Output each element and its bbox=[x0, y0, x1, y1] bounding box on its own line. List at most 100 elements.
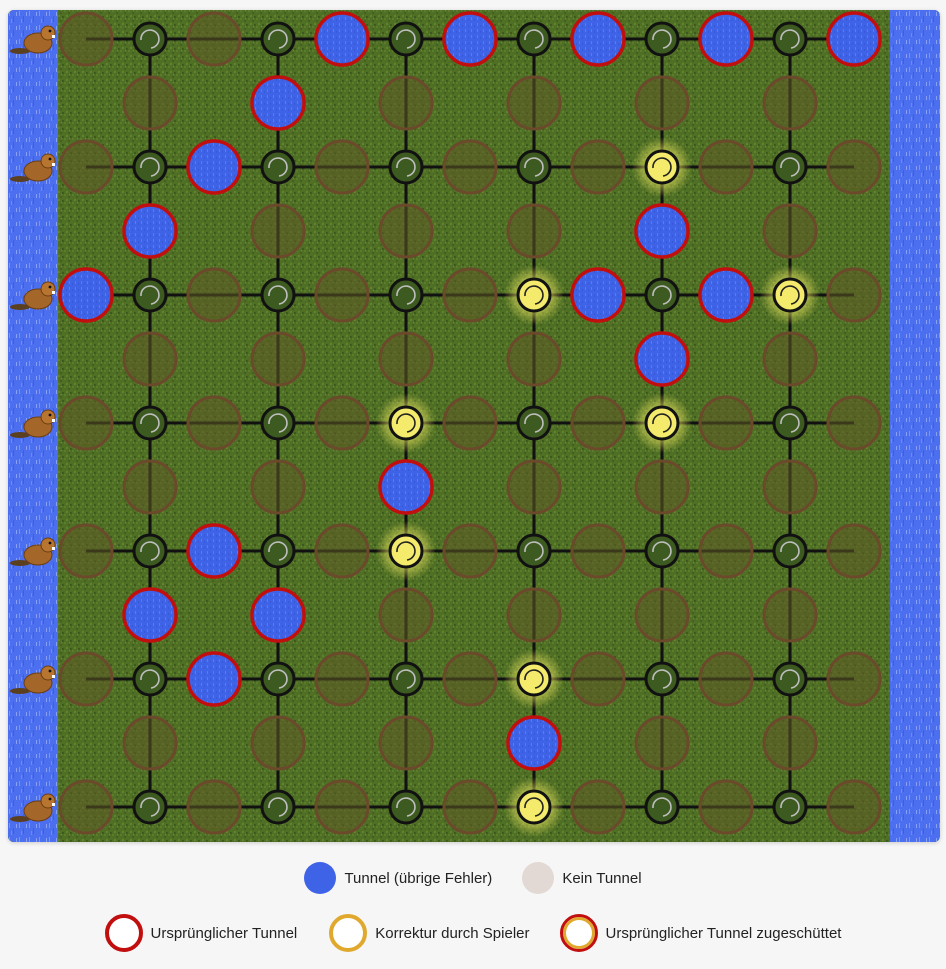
junction[interactable] bbox=[772, 661, 808, 697]
empty-cell[interactable] bbox=[762, 715, 818, 771]
tunnel-cell[interactable] bbox=[570, 11, 626, 67]
junction[interactable] bbox=[388, 661, 424, 697]
empty-cell[interactable] bbox=[698, 523, 754, 579]
tunnel-cell[interactable] bbox=[698, 267, 754, 323]
junction[interactable] bbox=[772, 789, 808, 825]
junction[interactable] bbox=[772, 21, 808, 57]
junction[interactable] bbox=[516, 405, 552, 441]
junction[interactable] bbox=[132, 149, 168, 185]
tunnel-cell[interactable] bbox=[634, 203, 690, 259]
empty-cell[interactable] bbox=[826, 779, 882, 835]
empty-cell[interactable] bbox=[634, 715, 690, 771]
junction[interactable] bbox=[772, 149, 808, 185]
junction[interactable] bbox=[260, 789, 296, 825]
empty-cell[interactable] bbox=[58, 11, 114, 67]
corrected-junction[interactable] bbox=[632, 393, 692, 453]
tunnel-cell[interactable] bbox=[698, 11, 754, 67]
empty-cell[interactable] bbox=[314, 651, 370, 707]
empty-cell[interactable] bbox=[58, 523, 114, 579]
empty-cell[interactable] bbox=[250, 331, 306, 387]
tunnel-cell[interactable] bbox=[442, 11, 498, 67]
empty-cell[interactable] bbox=[58, 395, 114, 451]
empty-cell[interactable] bbox=[506, 459, 562, 515]
empty-cell[interactable] bbox=[506, 75, 562, 131]
empty-cell[interactable] bbox=[634, 587, 690, 643]
empty-cell[interactable] bbox=[122, 459, 178, 515]
empty-cell[interactable] bbox=[378, 331, 434, 387]
empty-cell[interactable] bbox=[826, 267, 882, 323]
empty-cell[interactable] bbox=[186, 779, 242, 835]
junction[interactable] bbox=[388, 277, 424, 313]
junction[interactable] bbox=[644, 21, 680, 57]
empty-cell[interactable] bbox=[762, 459, 818, 515]
junction[interactable] bbox=[260, 405, 296, 441]
empty-cell[interactable] bbox=[250, 459, 306, 515]
tunnel-cell[interactable] bbox=[250, 587, 306, 643]
tunnel-cell[interactable] bbox=[378, 459, 434, 515]
empty-cell[interactable] bbox=[378, 587, 434, 643]
empty-cell[interactable] bbox=[634, 75, 690, 131]
empty-cell[interactable] bbox=[186, 395, 242, 451]
empty-cell[interactable] bbox=[186, 11, 242, 67]
empty-cell[interactable] bbox=[186, 267, 242, 323]
tunnel-cell[interactable] bbox=[186, 651, 242, 707]
empty-cell[interactable] bbox=[762, 331, 818, 387]
empty-cell[interactable] bbox=[58, 139, 114, 195]
empty-cell[interactable] bbox=[122, 75, 178, 131]
empty-cell[interactable] bbox=[570, 523, 626, 579]
empty-cell[interactable] bbox=[58, 651, 114, 707]
junction[interactable] bbox=[260, 661, 296, 697]
empty-cell[interactable] bbox=[378, 203, 434, 259]
empty-cell[interactable] bbox=[762, 203, 818, 259]
junction[interactable] bbox=[644, 533, 680, 569]
junction[interactable] bbox=[132, 789, 168, 825]
empty-cell[interactable] bbox=[378, 715, 434, 771]
empty-cell[interactable] bbox=[570, 139, 626, 195]
junction[interactable] bbox=[260, 21, 296, 57]
corrected-junction[interactable] bbox=[760, 265, 820, 325]
junction[interactable] bbox=[388, 149, 424, 185]
junction[interactable] bbox=[516, 21, 552, 57]
corrected-junction[interactable] bbox=[504, 777, 564, 837]
empty-cell[interactable] bbox=[698, 139, 754, 195]
empty-cell[interactable] bbox=[506, 331, 562, 387]
junction[interactable] bbox=[772, 533, 808, 569]
empty-cell[interactable] bbox=[762, 587, 818, 643]
tunnel-cell[interactable] bbox=[314, 11, 370, 67]
tunnel-cell[interactable] bbox=[506, 715, 562, 771]
empty-cell[interactable] bbox=[698, 651, 754, 707]
empty-cell[interactable] bbox=[58, 779, 114, 835]
junction[interactable] bbox=[388, 789, 424, 825]
tunnel-cell[interactable] bbox=[634, 331, 690, 387]
empty-cell[interactable] bbox=[314, 523, 370, 579]
junction[interactable] bbox=[132, 405, 168, 441]
empty-cell[interactable] bbox=[826, 139, 882, 195]
empty-cell[interactable] bbox=[314, 267, 370, 323]
empty-cell[interactable] bbox=[442, 779, 498, 835]
empty-cell[interactable] bbox=[442, 395, 498, 451]
empty-cell[interactable] bbox=[826, 395, 882, 451]
empty-cell[interactable] bbox=[314, 779, 370, 835]
tunnel-cell[interactable] bbox=[826, 11, 882, 67]
corrected-junction[interactable] bbox=[632, 137, 692, 197]
tunnel-cell[interactable] bbox=[570, 267, 626, 323]
junction[interactable] bbox=[772, 405, 808, 441]
junction[interactable] bbox=[132, 661, 168, 697]
tunnel-cell[interactable] bbox=[250, 75, 306, 131]
empty-cell[interactable] bbox=[698, 779, 754, 835]
corrected-junction[interactable] bbox=[504, 649, 564, 709]
junction[interactable] bbox=[132, 277, 168, 313]
empty-cell[interactable] bbox=[506, 203, 562, 259]
junction[interactable] bbox=[644, 789, 680, 825]
empty-cell[interactable] bbox=[378, 75, 434, 131]
empty-cell[interactable] bbox=[442, 523, 498, 579]
empty-cell[interactable] bbox=[634, 459, 690, 515]
tunnel-cell[interactable] bbox=[122, 587, 178, 643]
junction[interactable] bbox=[644, 277, 680, 313]
empty-cell[interactable] bbox=[250, 715, 306, 771]
empty-cell[interactable] bbox=[698, 395, 754, 451]
empty-cell[interactable] bbox=[442, 651, 498, 707]
tunnel-cell[interactable] bbox=[58, 267, 114, 323]
empty-cell[interactable] bbox=[570, 779, 626, 835]
junction[interactable] bbox=[132, 533, 168, 569]
